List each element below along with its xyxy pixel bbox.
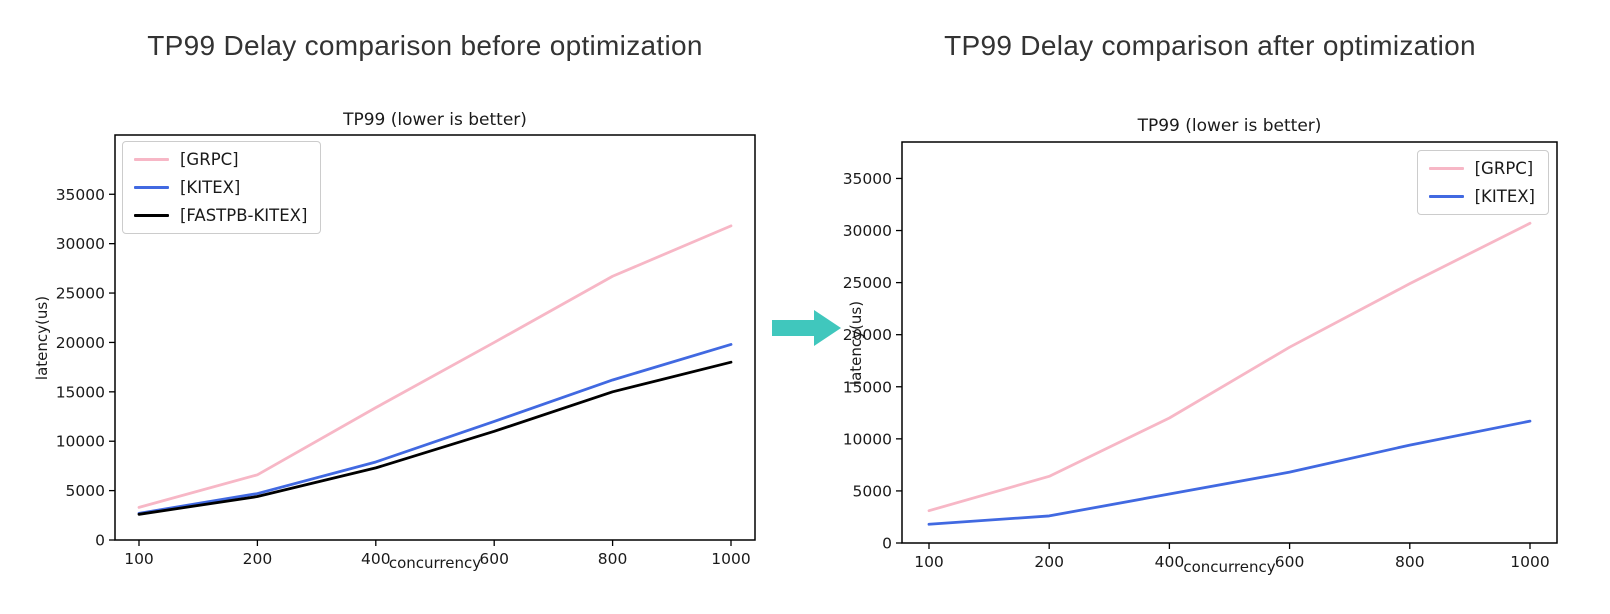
kitex-line-swatch (1428, 195, 1464, 198)
transition-arrow-icon (772, 310, 841, 346)
y-tick-label: 30000 (843, 222, 892, 240)
legend-label: [KITEX] (1474, 187, 1535, 206)
y-tick-label: 20000 (843, 326, 892, 344)
y-tick-label: 15000 (843, 378, 892, 396)
legend-label: [FASTPB-KITEX] (180, 206, 308, 225)
kitex-line-swatch (134, 186, 169, 189)
legend-label: [GRPC] (180, 150, 239, 169)
fastpb-kitex-line-swatch (134, 214, 169, 217)
x-tick-label: 800 (1395, 553, 1425, 571)
x-tick-label: 200 (1034, 553, 1064, 571)
x-tick-label: 400 (361, 550, 391, 568)
right-arrow-shape (772, 310, 841, 346)
x-tick-label: 1000 (711, 550, 750, 568)
legend-item: [GRPC] (1428, 159, 1535, 178)
y-tick-label: 25000 (843, 274, 892, 292)
series-line-fastpb-kitex (137, 360, 733, 516)
plot-area: 0 5000 10000 15000 20000 25000 30000 35000 100 20… (56, 134, 756, 568)
legend-item: [FASTPB-KITEX] (134, 206, 307, 225)
legend-label: [GRPC] (1474, 159, 1534, 178)
legend-item: [KITEX] (134, 178, 307, 197)
grpc-line-swatch (134, 158, 169, 161)
y-tick-label: 15000 (56, 383, 105, 401)
y-tick-label: 35000 (843, 170, 892, 188)
x-tick-label: 100 (124, 550, 154, 568)
series-line-kitex (137, 343, 733, 515)
y-tick-label: 30000 (56, 235, 105, 253)
grpc-line-swatch (1428, 167, 1464, 170)
series-line-kitex (927, 419, 1532, 526)
x-tick-label: 400 (1155, 553, 1185, 571)
heading-after-optimization: TP99 Delay comparison after optimization (944, 30, 1476, 61)
x-tick-label: 100 (914, 553, 944, 571)
legend-item: [GRPC] (134, 150, 307, 169)
x-axis-label: concurrency (1183, 558, 1276, 576)
y-tick-label: 25000 (56, 285, 105, 303)
y-tick-label: 20000 (56, 334, 105, 352)
x-tick-label: 600 (1275, 553, 1305, 571)
y-tick-label: 10000 (843, 430, 892, 448)
chart-title: TP99 (lower is better) (343, 110, 527, 130)
legend: [GRPC] [KITEX] (1416, 150, 1549, 215)
y-tick-label: 0 (882, 535, 892, 553)
y-tick-label: 35000 (56, 186, 105, 204)
y-tick-label: 5000 (66, 482, 105, 500)
x-tick-label: 600 (479, 550, 509, 568)
y-tick-label: 10000 (56, 433, 105, 451)
series-line-grpc (927, 221, 1532, 513)
plot-area: 0 5000 10000 15000 20000 25000 30000 35000 100 20… (843, 141, 1558, 571)
legend: [GRPC] [KITEX] [FASTPB-KITEX] (122, 141, 322, 234)
x-axis-label: concurrency (388, 554, 482, 572)
legend-item: [KITEX] (1428, 187, 1535, 206)
y-tick-label: 5000 (853, 482, 892, 500)
x-tick-label: 200 (243, 550, 273, 568)
heading-before-optimization: TP99 Delay comparison before optimizatio… (147, 30, 703, 61)
axes-frame (901, 141, 1558, 544)
y-tick-label: 0 (95, 532, 105, 550)
axes-frame (114, 134, 756, 541)
x-tick-label: 1000 (1510, 553, 1549, 571)
x-tick-label: 800 (598, 550, 628, 568)
chart-after-optimization: TP99 (lower is better) latency(us) concu… (830, 112, 1590, 590)
chart-before-optimization: TP99 (lower is better) latency(us) concu… (32, 108, 772, 588)
series-line-grpc (137, 224, 733, 509)
legend-label: [KITEX] (180, 178, 241, 197)
chart-title: TP99 (lower is better) (1137, 116, 1322, 136)
